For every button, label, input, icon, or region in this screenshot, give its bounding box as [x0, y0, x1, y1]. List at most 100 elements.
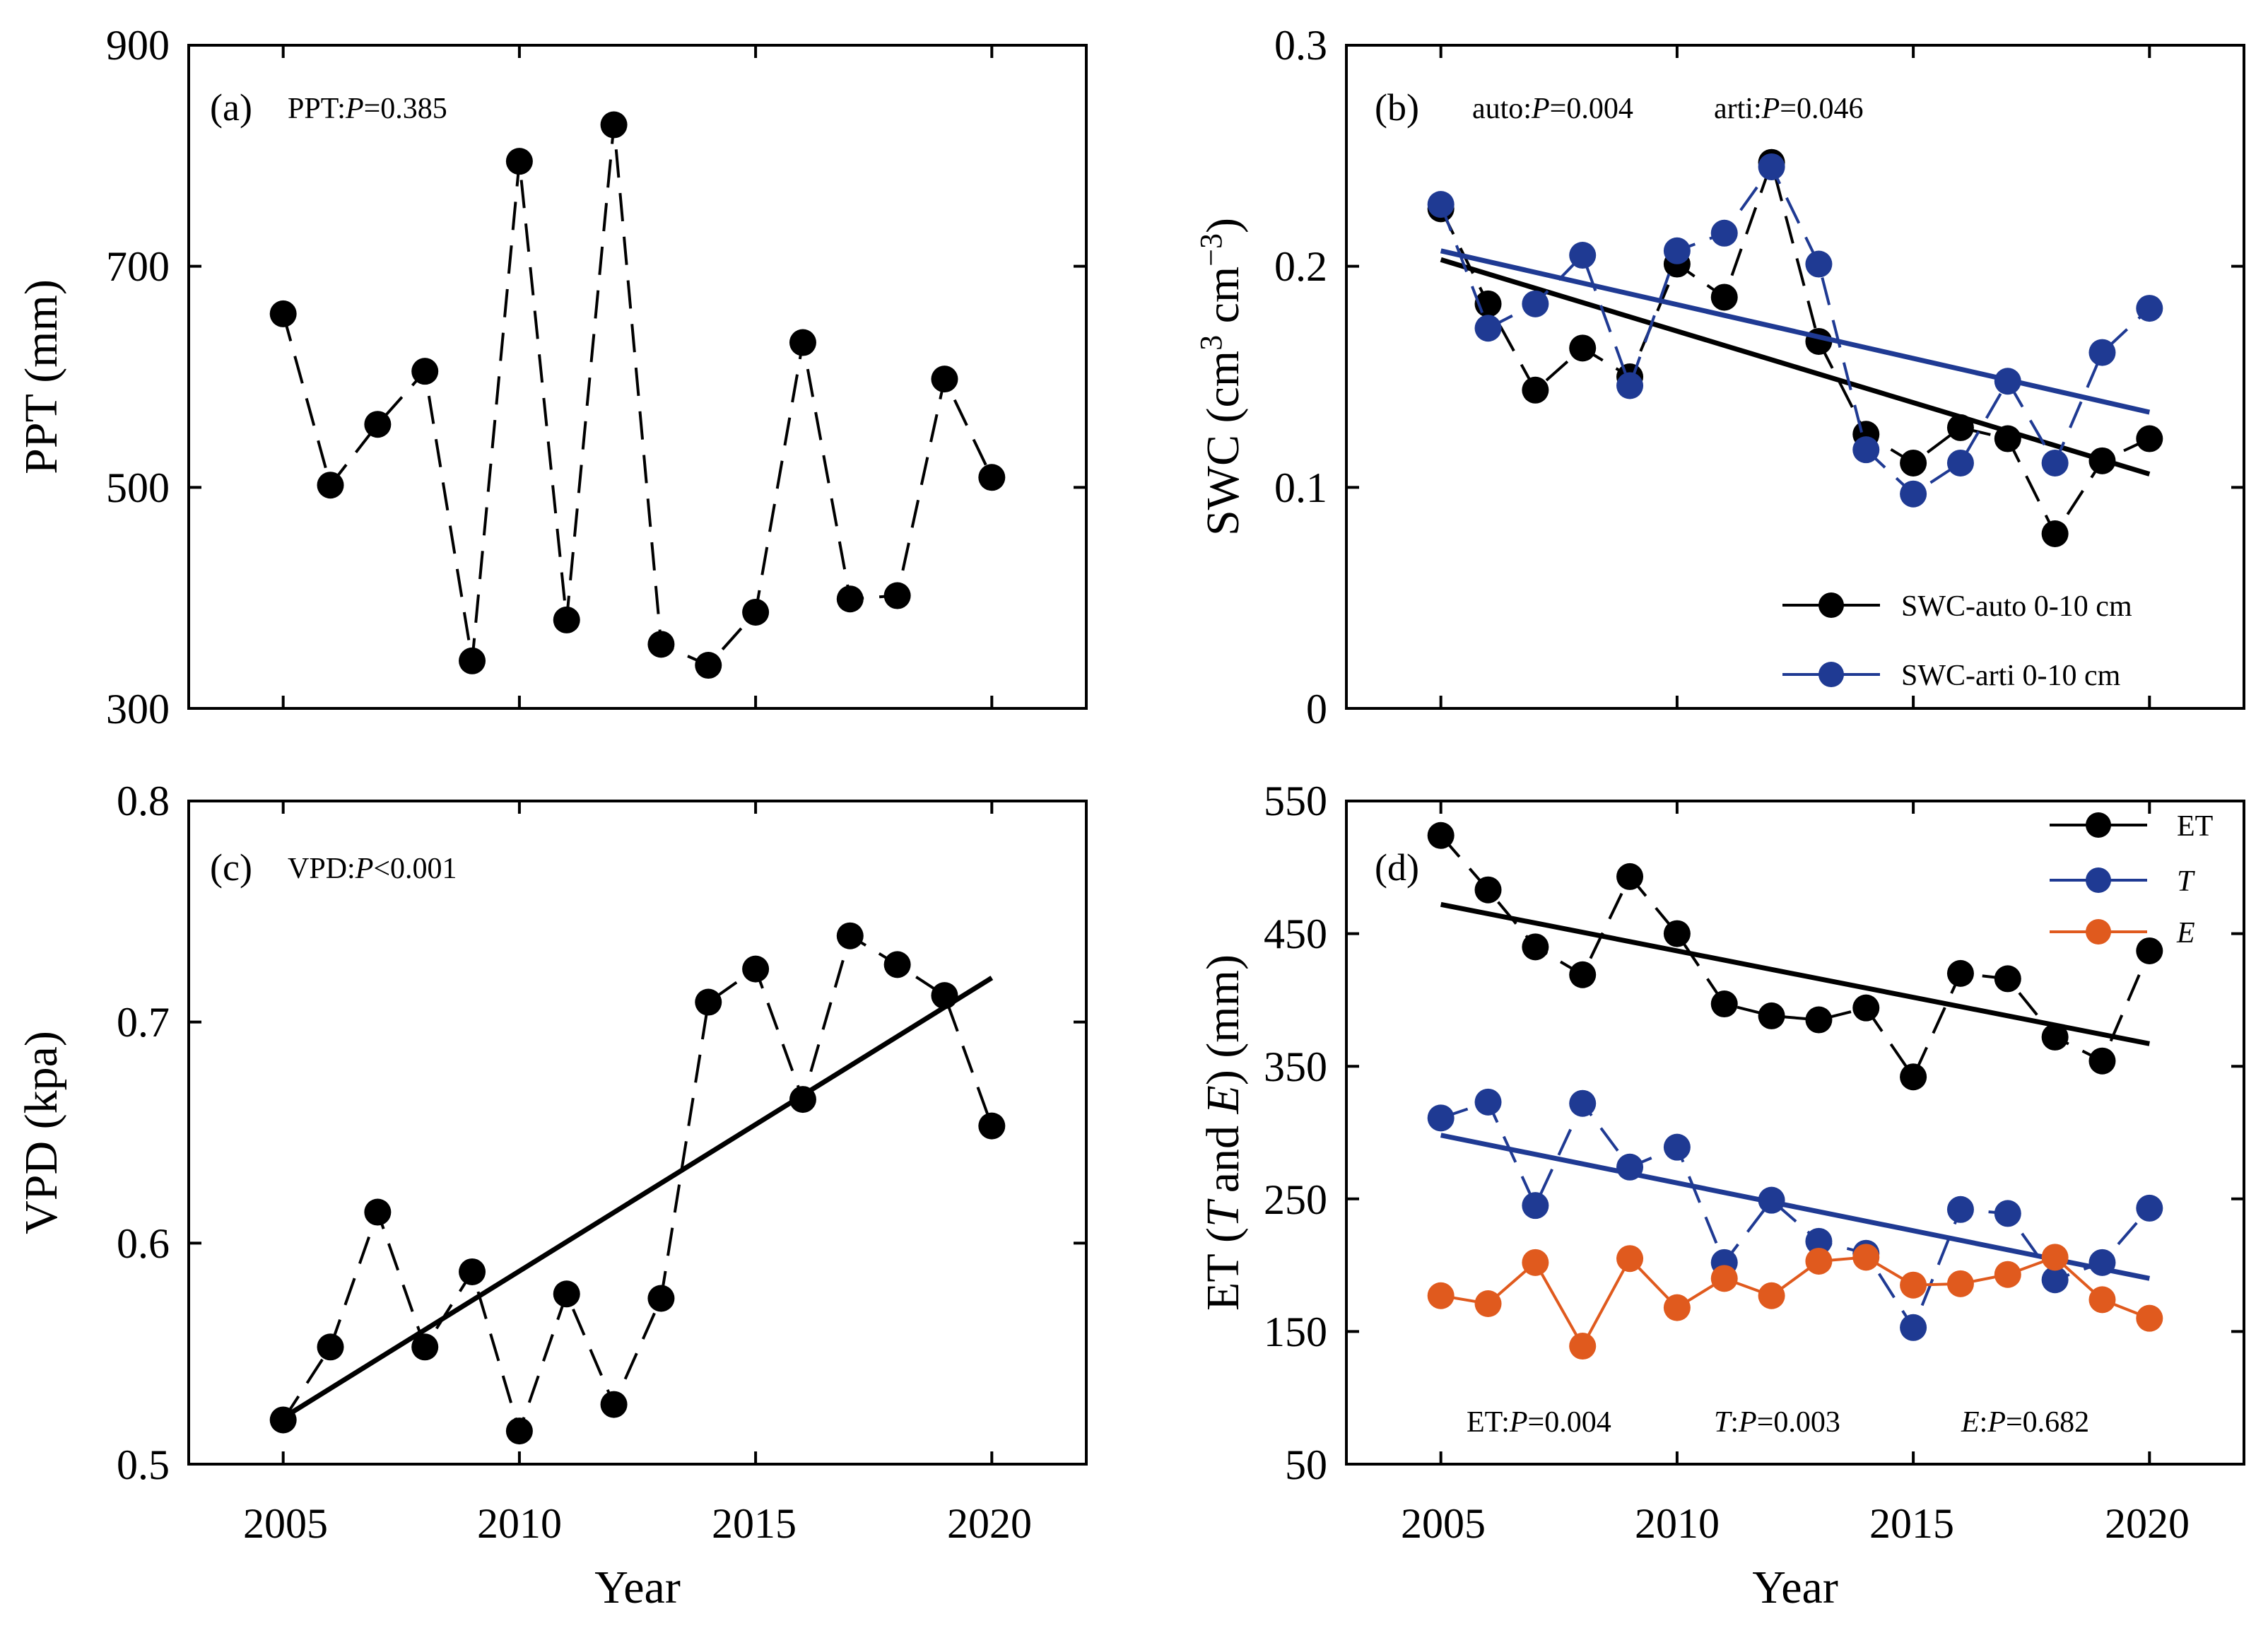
data-point-t	[2041, 1266, 2069, 1294]
data-point-e	[1474, 1290, 1502, 1318]
panel-c-ytick-labels: 0.5 0.6 0.7 0.8	[117, 778, 170, 1488]
panel-a: 300 500 700 900 PPT (mm) (a) PPT:P=0.385	[16, 22, 1088, 732]
panel-b-ylabel: SWC (cm3 cm−3)	[1194, 218, 1249, 536]
data-point-swc-auto-0-10-cm	[2136, 425, 2163, 452]
data-point-t	[1569, 1089, 1597, 1117]
panel-c-ytick-label: 0.8	[117, 778, 170, 824]
panel-a-ytick-label: 500	[106, 464, 170, 511]
data-point-et	[1900, 1063, 1927, 1091]
legend-label-e: E	[2176, 917, 2195, 949]
data-point-swc-arti-0-10-cm	[1569, 242, 1597, 269]
data-point-ppt	[600, 111, 628, 139]
data-point-vpd	[695, 988, 722, 1016]
data-point-swc-arti-0-10-cm	[1522, 290, 1549, 317]
data-point-ppt	[836, 585, 864, 613]
panel-c-ytick-label: 0.7	[117, 999, 170, 1046]
panel-d-stat-e: E:P=0.682	[1961, 1406, 2089, 1439]
data-point-ppt	[269, 300, 297, 327]
data-point-t	[1616, 1153, 1644, 1181]
panel-d-stat-t: T:P=0.003	[1714, 1406, 1840, 1439]
panel-b-ytick-labels: 0 0.1 0.2 0.3	[1274, 22, 1327, 732]
series-line-e	[1440, 1256, 2151, 1350]
series-line-et	[1440, 834, 2151, 1080]
data-point-e	[1616, 1245, 1644, 1273]
data-point-et	[2041, 1023, 2069, 1051]
data-point-vpd	[459, 1258, 486, 1285]
trend-line-vpd	[281, 976, 994, 1420]
data-point-ppt	[883, 582, 911, 609]
data-point-et	[1522, 933, 1549, 961]
data-point-et	[2088, 1047, 2116, 1075]
panel-a-ytick-labels: 300 500 700 900	[106, 22, 170, 732]
data-point-ppt	[459, 647, 486, 674]
panel-d-frame	[1345, 800, 2245, 1466]
data-point-et	[1994, 965, 2021, 993]
panel-b-ytick-label: 0.3	[1274, 22, 1327, 69]
data-point-swc-arti-0-10-cm	[1427, 191, 1455, 218]
data-point-t	[1427, 1104, 1455, 1132]
legend-label-t: T	[2177, 865, 2195, 898]
data-point-swc-arti-0-10-cm	[2041, 449, 2069, 477]
data-point-et	[1474, 876, 1502, 904]
legend-marker-et	[2086, 812, 2111, 838]
panel-a-ylabel: PPT (mm)	[16, 279, 67, 474]
panel-d-ytick-label: 350	[1264, 1044, 1327, 1090]
data-point-t	[1663, 1133, 1691, 1161]
panel-c-xtick-label: 2015	[712, 1500, 797, 1547]
data-point-et	[1805, 1006, 1833, 1034]
data-point-ppt	[978, 464, 1006, 491]
data-point-et	[1569, 961, 1597, 988]
data-point-ppt	[317, 472, 344, 499]
data-point-et	[2136, 937, 2163, 964]
data-point-vpd	[931, 982, 958, 1010]
series-line-swc-arti-0-10-cm	[1439, 164, 2151, 496]
panel-a-ytick-label: 300	[106, 686, 170, 732]
data-point-vpd	[883, 951, 911, 978]
data-point-swc-auto-0-10-cm	[1900, 449, 1927, 477]
data-point-vpd	[364, 1198, 392, 1226]
data-point-vpd	[505, 1417, 533, 1445]
legend-marker-e	[2086, 919, 2111, 945]
panel-d-xtick-label: 2005	[1401, 1500, 1486, 1547]
data-point-vpd	[789, 1086, 816, 1113]
data-point-ppt	[553, 606, 580, 633]
data-point-e	[2041, 1244, 2069, 1271]
panel-d-ytick-label: 550	[1264, 778, 1327, 824]
data-point-ppt	[411, 358, 439, 385]
panel-b: 0 0.1 0.2 0.3 SWC (cm3 cm−3) (b) auto:P=…	[1194, 22, 2245, 732]
data-point-e	[1663, 1294, 1691, 1321]
data-point-swc-arti-0-10-cm	[1663, 237, 1691, 264]
panel-d-ytick-label: 450	[1264, 911, 1327, 957]
data-point-vpd	[647, 1285, 675, 1312]
panel-d-xlabel: Year	[1752, 1562, 1838, 1613]
panel-b-stat-arti: arti:P=0.046	[1714, 93, 1863, 125]
data-point-swc-auto-0-10-cm	[1946, 414, 1974, 441]
data-point-e	[1569, 1333, 1597, 1360]
data-point-swc-arti-0-10-cm	[1900, 480, 1927, 508]
series-line-ppt	[281, 124, 994, 667]
data-point-swc-arti-0-10-cm	[1758, 153, 1785, 180]
data-point-e	[1852, 1244, 1880, 1271]
panel-c-xtick-label: 2020	[947, 1500, 1032, 1547]
panel-c: 0.5 0.6 0.7 0.8 2005 2010 2015 2020 Year…	[16, 778, 1088, 1613]
panel-c-xtick-label: 2010	[477, 1500, 562, 1547]
data-point-swc-arti-0-10-cm	[1474, 315, 1502, 342]
panel-b-label: (b)	[1375, 86, 1419, 129]
data-point-t	[2136, 1194, 2163, 1222]
data-point-t	[1805, 1227, 1833, 1255]
data-point-e	[1994, 1261, 2021, 1288]
data-point-t	[1474, 1088, 1502, 1116]
panel-c-ytick-label: 0.5	[117, 1442, 170, 1488]
panel-a-stat-name: PPT	[288, 93, 339, 125]
panel-d: 50 150 250 350 450 550 2005 2010 2015 20…	[1197, 778, 2245, 1613]
panel-c-frame	[187, 800, 1088, 1466]
panel-b-frame	[1345, 44, 2245, 710]
data-point-e	[1900, 1271, 1927, 1299]
panel-c-xtick-label: 2005	[243, 1500, 328, 1547]
panel-d-ytick-label: 50	[1285, 1442, 1327, 1488]
panel-c-xlabel: Year	[594, 1562, 681, 1613]
legend-marker-swc-auto	[1818, 592, 1844, 618]
panel-a-plot	[269, 111, 1006, 679]
series-line-vpd	[282, 933, 994, 1436]
